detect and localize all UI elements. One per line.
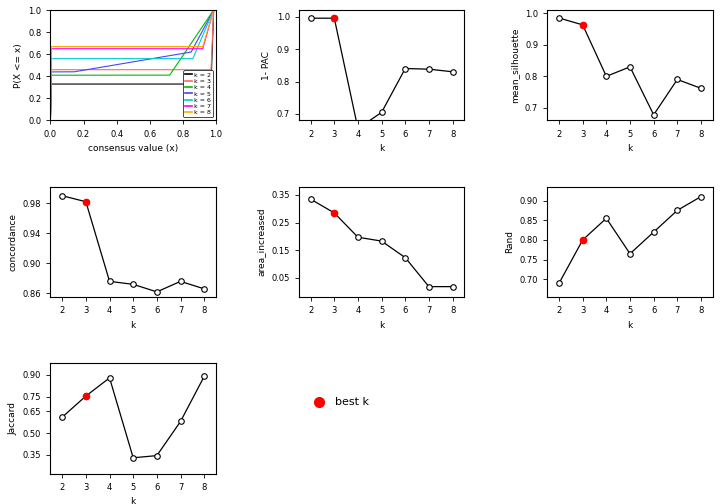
Y-axis label: mean_silhouette: mean_silhouette (510, 28, 519, 103)
Y-axis label: Jaccard: Jaccard (9, 402, 17, 435)
Y-axis label: area_increased: area_increased (257, 208, 266, 276)
Y-axis label: 1- PAC: 1- PAC (262, 51, 271, 80)
Y-axis label: P(X <= x): P(X <= x) (14, 43, 22, 88)
X-axis label: k: k (379, 144, 384, 153)
X-axis label: k: k (130, 321, 136, 330)
X-axis label: k: k (627, 321, 633, 330)
X-axis label: consensus value (x): consensus value (x) (88, 144, 179, 153)
Text: best k: best k (336, 397, 369, 407)
Y-axis label: Rand: Rand (505, 230, 514, 254)
X-axis label: k: k (379, 321, 384, 330)
Y-axis label: concordance: concordance (8, 213, 17, 271)
X-axis label: k: k (130, 497, 136, 504)
Legend: k = 2, k = 3, k = 4, k = 5, k = 6, k = 7, k = 8: k = 2, k = 3, k = 4, k = 5, k = 6, k = 7… (184, 71, 213, 117)
X-axis label: k: k (627, 144, 633, 153)
